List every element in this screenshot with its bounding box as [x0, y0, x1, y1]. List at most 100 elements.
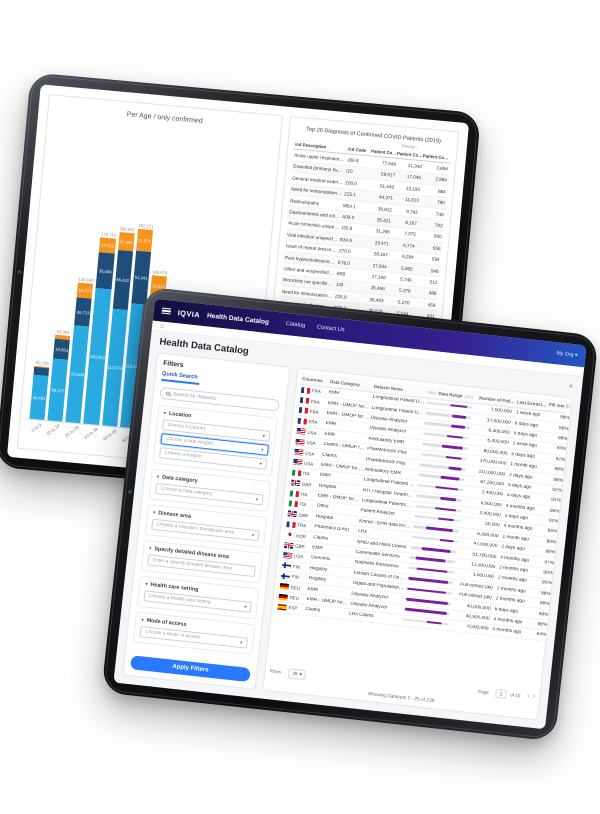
data-range-bar	[426, 401, 473, 409]
bar-segment: 42,481	[29, 374, 49, 421]
chevron-left-icon[interactable]: ‹	[527, 693, 530, 700]
data-range-fill	[426, 620, 442, 625]
country-code: FRA	[297, 522, 307, 529]
chevron-right-icon[interactable]: ›	[532, 693, 536, 701]
number-of-patients: 6,300,000	[488, 428, 510, 436]
country-code: ESP	[288, 605, 298, 612]
column-header: Patient Count	[396, 150, 424, 158]
account-menu[interactable]: My Org ▾	[556, 350, 578, 358]
caret-icon[interactable]: ▾	[152, 509, 156, 515]
patient-count: 7,375	[404, 231, 416, 238]
caret-icon[interactable]: ▾	[144, 581, 148, 587]
patient-count: 77,646	[381, 160, 397, 167]
data-range-fill	[451, 414, 467, 419]
region-placeholder: Choose a Region	[164, 450, 202, 460]
patient-count: 59,617	[380, 171, 396, 179]
country-cell: ITA	[291, 469, 318, 478]
data-range-bar	[418, 473, 465, 482]
data-range-fill	[405, 597, 449, 605]
diagnosis-description: Issue of repeat prescription	[285, 243, 340, 254]
bar-value-label: 56,422	[116, 276, 130, 284]
bar-value-label: 93,200	[70, 371, 85, 378]
country-code: USA	[305, 450, 315, 457]
country-cell: USA	[282, 551, 309, 561]
data-range-fill	[435, 485, 459, 491]
kor-flag-icon	[285, 531, 295, 539]
icd-code: J06.9	[347, 157, 359, 164]
icd-code: M54.1	[342, 202, 357, 209]
data-range-bar	[412, 525, 459, 533]
patient-count: 748	[435, 211, 444, 217]
patient-count: 884	[437, 188, 446, 195]
diagnosis-description: Radiculopathy	[289, 198, 320, 206]
patient-count: 5,378	[398, 287, 411, 295]
data-range-bar	[407, 576, 454, 585]
nav-contact-us[interactable]: Contact Us	[316, 324, 345, 334]
country-code: DEU	[290, 584, 301, 591]
caret-icon[interactable]: ▾	[148, 545, 152, 551]
gbr-flag-icon	[287, 510, 297, 518]
rows-label: Rows	[269, 668, 282, 675]
last-extract-date: 6 days ago	[514, 420, 539, 429]
search-input[interactable]	[172, 391, 274, 409]
country-cell: GBR	[283, 541, 310, 551]
number-of-patients: 1,500,000	[472, 573, 495, 581]
nav-catalog[interactable]: Catalog	[285, 320, 306, 330]
patient-count: 5,746	[399, 276, 412, 283]
last-extract-date: 4 months ago	[503, 524, 533, 533]
caret-icon[interactable]: ▾	[163, 410, 167, 416]
bar-stack: 42,481	[29, 365, 50, 421]
country-cell: DEU	[278, 593, 304, 602]
last-extract-date: 2 months ago	[496, 586, 526, 595]
fra-flag-icon	[300, 386, 311, 394]
apply-filters-button[interactable]: Apply Filters	[129, 655, 251, 683]
patient-count: 35,421	[376, 217, 392, 224]
esp-flag-icon	[277, 603, 287, 611]
patient-count: 28,167	[373, 251, 389, 258]
rows-per-page-select[interactable]: 25 ▾	[287, 667, 307, 680]
number-of-patients: 80,000,000	[483, 448, 508, 457]
diagnosis-description: Acute bronchitis unspecified	[287, 220, 342, 231]
country-cell: FIN	[280, 572, 307, 582]
patient-count: 39,812	[377, 205, 393, 213]
last-extract-date: 2 months ago	[495, 596, 525, 605]
disease-area-placeholder: Choose a Disease / therapeutic area	[156, 522, 235, 536]
diagnosis-description: Need for immunization against influenza	[290, 186, 345, 197]
fill-rate: 97%	[544, 559, 555, 566]
patient-count: 790	[436, 199, 445, 206]
country-cell: FIN	[281, 562, 308, 571]
tab-quick-search[interactable]: Quick Search	[161, 370, 201, 385]
tablet-front: IQVIA Health Data Catalog Catalog Contac…	[101, 286, 599, 742]
country-cell: GBR	[287, 510, 313, 520]
menu-icon[interactable]	[161, 307, 172, 315]
caret-icon[interactable]: ▾	[141, 617, 144, 623]
number-of-patients: 50,000	[484, 522, 500, 529]
data-range-fill	[450, 424, 466, 429]
caret-icon[interactable]: ▾	[156, 473, 160, 480]
diagnosis-description: Viral infection unspecified	[286, 232, 340, 242]
home-icon[interactable]: ⌂	[159, 322, 165, 330]
last-extract-date: 1 week ago	[512, 441, 538, 450]
data-category-placeholder: Choose a Data category	[160, 486, 213, 497]
fill-rate: 98%	[537, 621, 548, 628]
number-of-patients: 51,700,000	[472, 552, 497, 560]
diagnosis-description: Bronchitis not specified as acute or chr…	[282, 277, 337, 288]
column-header: Last Extract Date	[516, 398, 548, 408]
country-placeholder: Choose a Country	[167, 422, 207, 432]
ita-flag-icon	[288, 500, 299, 508]
number-of-patients: 47,000,000	[473, 541, 498, 550]
icd-code: Z00.0	[344, 180, 358, 187]
last-extract-date: 4 months ago	[492, 627, 522, 636]
chevron-down-icon: ▾	[251, 532, 255, 538]
filters-panel: Filters Quick Search ▾Location Choose a …	[122, 352, 291, 690]
patient-count: 655	[432, 245, 441, 251]
icd-code: Z76.0	[338, 248, 351, 255]
bar-segment: 14,727	[76, 282, 94, 299]
last-extract-date: 2 days ago	[501, 544, 525, 553]
last-extract-date: 5 days ago	[513, 431, 538, 439]
close-icon[interactable]: ×	[568, 382, 574, 391]
page-input[interactable]: 1	[495, 688, 507, 699]
info-icon[interactable]: ⓘ	[565, 403, 570, 410]
data-range-fill	[447, 466, 462, 471]
bar-value-label: 112,674	[107, 364, 123, 371]
